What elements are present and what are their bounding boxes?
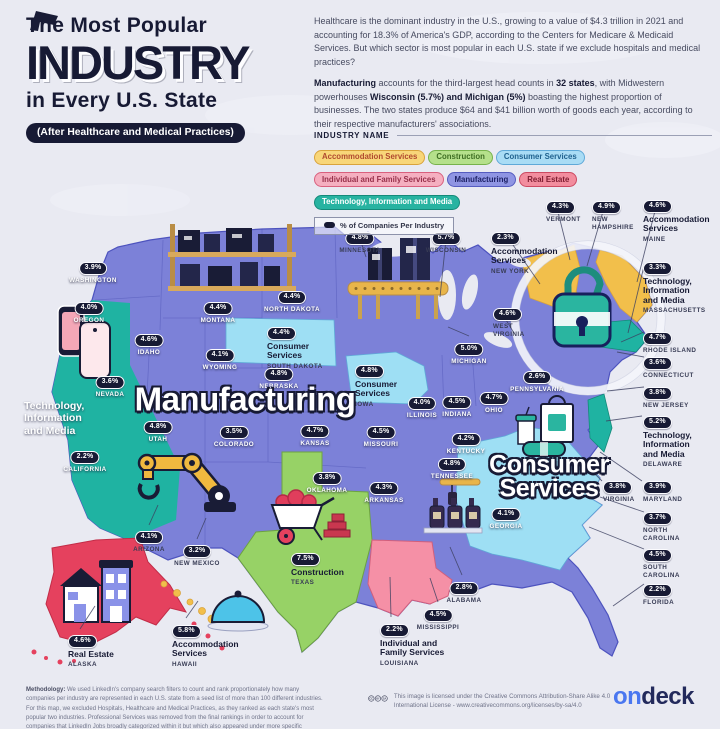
subtitle-pill: (After Healthcare and Medical Practices)	[26, 122, 245, 143]
intro-text: Healthcare is the dominant industry in t…	[314, 15, 708, 139]
legend-pill-individual-and-family-services: Individual and Family Services	[314, 172, 444, 187]
cloche-icon	[207, 590, 269, 632]
badge-sample-icon	[324, 222, 335, 228]
legend-pill-consumer-services: Consumer Services	[495, 149, 585, 165]
legend-rule	[397, 135, 712, 136]
svg-text:SA: SA	[383, 698, 387, 701]
padlock-icon	[552, 266, 612, 348]
houses-icon	[60, 560, 133, 623]
legend-pill-accommodation-services: Accommodation Services	[314, 149, 426, 165]
state-louisiana	[367, 539, 453, 617]
legend-title: INDUSTRY NAME	[314, 131, 390, 140]
intro-paragraph-1: Healthcare is the dominant industry in t…	[314, 16, 701, 67]
legend: INDUSTRY NAME Accommodation Services Cons…	[314, 131, 712, 235]
legend-pill-real-estate: Real Estate	[519, 172, 578, 187]
legend-pill-construction: Construction	[428, 149, 493, 165]
legend-pills: Accommodation Services Construction Consum…	[314, 146, 712, 214]
state-delaware	[587, 393, 613, 453]
robot-arm-icon	[137, 452, 236, 512]
intro-paragraph-2: Manufacturing accounts for the third-lar…	[314, 78, 693, 129]
title-line1: The Most Popular	[26, 14, 207, 37]
methodology-text: Methodology: We used LinkedIn's company …	[26, 687, 323, 729]
bottling-line-icon	[423, 478, 483, 534]
header: The Most Popular INDUSTRY in Every U.S. …	[26, 11, 316, 143]
title-line3: in Every U.S. State	[26, 88, 218, 112]
creative-commons-icons: CC BY SA	[368, 695, 388, 702]
license-link[interactable]: This image is licensed under the Creativ…	[393, 693, 611, 710]
warehouse-shelf-icon	[168, 224, 296, 291]
legend-pill-manufacturing: Manufacturing	[446, 172, 517, 187]
legend-pill-technology-information-and-media: Technology, Information and Media	[314, 194, 461, 210]
methodology-label: Methodology:	[26, 687, 66, 693]
callout-lines	[79, 206, 657, 630]
page-title: INDUSTRY	[26, 36, 251, 89]
conveyor-belt-icon	[347, 238, 449, 319]
logo-deck: deck	[641, 683, 694, 710]
flag-icon	[30, 11, 58, 31]
state-hawaii	[160, 580, 217, 624]
state-south-dakota	[225, 317, 337, 367]
shopping-bag-icon	[515, 395, 574, 457]
svg-text:BY: BY	[376, 698, 380, 701]
ondeck-logo: ondeck	[612, 683, 695, 711]
state-texas	[237, 451, 373, 653]
smartphone-icon	[57, 305, 111, 379]
background-blobs	[50, 12, 720, 216]
svg-text:CC: CC	[369, 697, 373, 701]
legend-note-box: % of Companies Per Industry	[314, 216, 455, 235]
wheelbarrow-icon	[270, 489, 351, 545]
license-block: CC BY SA This image is licensed under th…	[368, 692, 618, 711]
legend-note: % of Companies Per Industry	[340, 220, 445, 230]
logo-on: on	[612, 683, 642, 710]
state-maine	[595, 249, 653, 323]
